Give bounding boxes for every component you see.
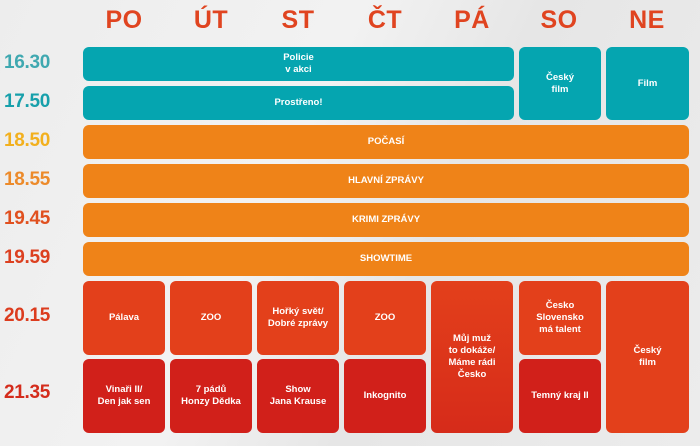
time-label-1750: 17.50 xyxy=(4,91,51,112)
program-hlavni-zpravy[interactable]: HLAVNÍ ZPRÁVY xyxy=(83,164,689,198)
day-header-pa: PÁ xyxy=(454,6,490,34)
day-header-ne: NE xyxy=(629,6,665,34)
program-cesky-film-ne[interactable]: Český film xyxy=(606,281,689,433)
program-palava[interactable]: Pálava xyxy=(83,281,165,355)
day-header-po: PO xyxy=(105,6,143,34)
program-prostreno[interactable]: Prostřeno! xyxy=(83,86,514,120)
program-temny-kraj[interactable]: Temný kraj II xyxy=(519,359,601,433)
program-muj-muz-to-dokaze[interactable]: Můj muž to dokáže/ Máme rádi Česko xyxy=(431,281,513,433)
program-krimi-zpravy[interactable]: KRIMI ZPRÁVY xyxy=(83,203,689,237)
day-header-st: ST xyxy=(281,6,315,34)
day-header-so: SO xyxy=(540,6,578,34)
time-label-1850: 18.50 xyxy=(4,130,51,151)
program-7-padu-honzy-dedka[interactable]: 7 pádů Honzy Dědka xyxy=(170,359,252,433)
time-label-1945: 19.45 xyxy=(4,208,51,229)
program-film-ne[interactable]: Film xyxy=(606,47,689,120)
program-vinari[interactable]: Vinaři II/ Den jak sen xyxy=(83,359,165,433)
program-cesky-film-so[interactable]: Český film xyxy=(519,47,601,120)
time-label-2135: 21.35 xyxy=(4,382,51,403)
time-label-2015: 20.15 xyxy=(4,305,51,326)
time-label-1959: 19.59 xyxy=(4,247,51,268)
program-zoo-ut[interactable]: ZOO xyxy=(170,281,252,355)
program-zoo-ct[interactable]: ZOO xyxy=(344,281,426,355)
program-showtime[interactable]: SHOWTIME xyxy=(83,242,689,276)
program-horky-svet[interactable]: Hořký svět/ Dobré zprávy xyxy=(257,281,339,355)
day-header-ut: ÚT xyxy=(193,6,229,34)
program-cesko-slovensko-ma-talent[interactable]: Česko Slovensko má talent xyxy=(519,281,601,355)
time-label-1630: 16.30 xyxy=(4,52,51,73)
program-inkognito[interactable]: Inkognito xyxy=(344,359,426,433)
time-label-1855: 18.55 xyxy=(4,169,51,190)
program-policie-v-akci[interactable]: Policie v akci xyxy=(83,47,514,81)
program-show-jana-krause[interactable]: Show Jana Krause xyxy=(257,359,339,433)
day-header-ct: ČT xyxy=(367,6,403,34)
program-pocasi[interactable]: POČASÍ xyxy=(83,125,689,159)
